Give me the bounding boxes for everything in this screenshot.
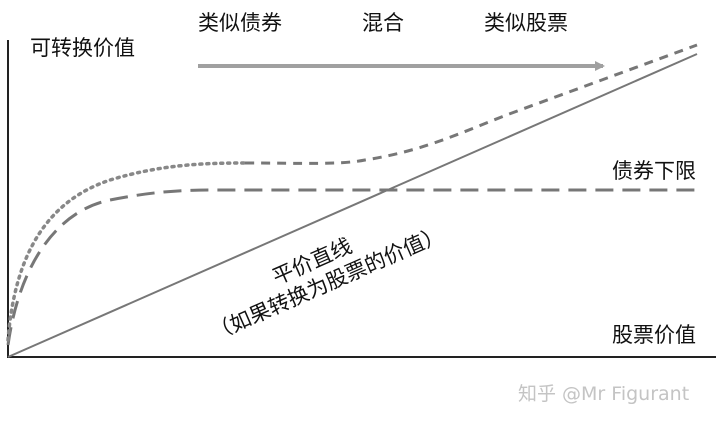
bond-floor-label: 债券下限 [612,159,696,183]
watermark: 知乎 @Mr Figurant [518,383,689,405]
y-axis-label: 可转换价值 [30,36,135,60]
phase-equity-like: 类似股票 [484,11,568,35]
phase-hybrid: 混合 [362,11,404,35]
parity-line-sublabel: （如果转换为股票的价值） [207,222,447,345]
bond-floor-curve [6,188,697,346]
convertible-value-dotted [6,161,247,342]
convertible-value-dashed [244,43,698,165]
parity-line [7,53,698,358]
x-axis-label: 股票价值 [612,323,696,347]
phase-bond-like: 类似债券 [198,11,282,35]
